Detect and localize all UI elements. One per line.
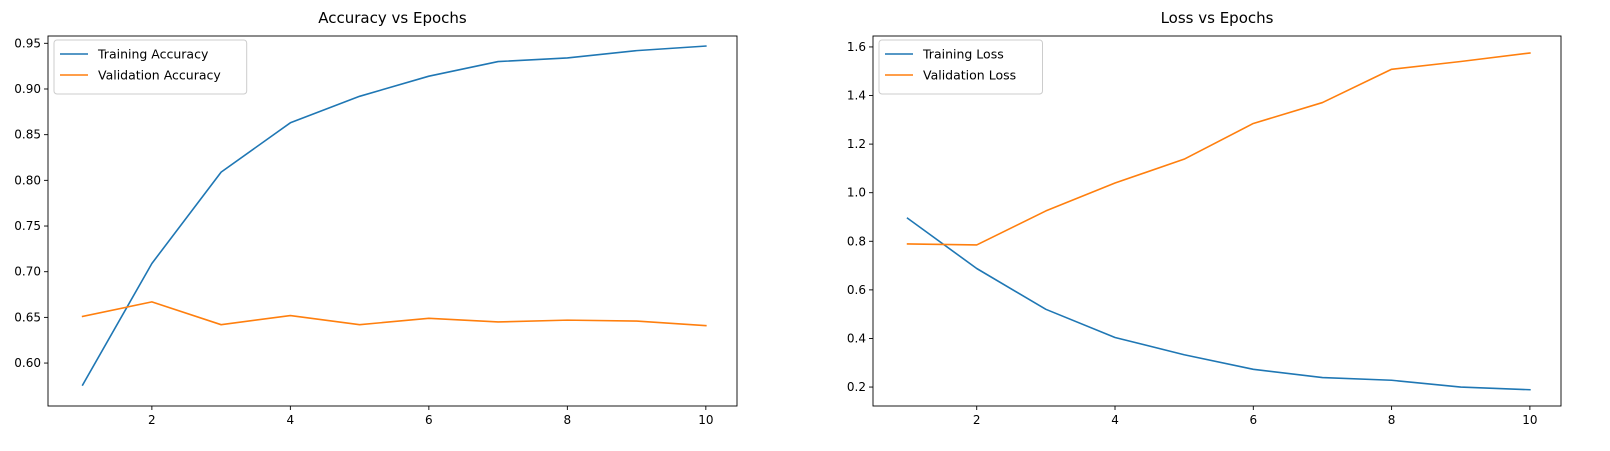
y-tick-label: 0.60 [14, 356, 41, 370]
legend-box [53, 39, 248, 95]
x-tick-label: 2 [148, 413, 156, 427]
plot-frame [47, 35, 738, 407]
y-tick-label: 1.6 [847, 40, 866, 54]
x-tick-label: 10 [1522, 413, 1537, 427]
x-tick-label: 6 [425, 413, 433, 427]
x-tick-label: 6 [1249, 413, 1257, 427]
y-tick-label: 0.65 [14, 310, 41, 324]
x-tick-label: 10 [698, 413, 713, 427]
legend-label: Training Accuracy [97, 47, 209, 62]
series-line-training-loss [906, 217, 1531, 391]
x-tick-label: 8 [564, 413, 572, 427]
y-tick-label: 1.0 [847, 186, 866, 200]
y-tick-label: 0.2 [847, 380, 866, 394]
y-tick-label: 0.4 [847, 331, 866, 345]
series-line-training-accuracy [81, 45, 707, 387]
y-tick-label: 0.75 [14, 219, 41, 233]
legend-box [878, 39, 1043, 95]
legend: Training Loss Validation Loss [878, 39, 1043, 95]
y-tick-label: 0.80 [14, 173, 41, 187]
y-tick-label: 0.8 [847, 234, 866, 248]
x-tick-label: 4 [287, 413, 295, 427]
y-tick-label: 1.4 [847, 89, 866, 103]
y-tick-label: 0.6 [847, 283, 866, 297]
y-tick-label: 1.2 [847, 137, 866, 151]
chart-title: Accuracy vs Epochs [318, 9, 467, 27]
legend: Training Accuracy Validation Accuracy [53, 39, 248, 95]
series-line-validation-accuracy [81, 301, 707, 327]
legend-label: Validation Accuracy [98, 68, 221, 83]
y-tick-label: 0.85 [14, 128, 41, 142]
y-tick-label: 0.90 [14, 82, 41, 96]
y-tick-label: 0.70 [14, 265, 41, 279]
chart-2: Loss vs Epochs 2 4 6 8 10 0.2 0.4 0.6 0.8 1.0 1.2 1.… [847, 9, 1562, 427]
x-tick-label: 2 [973, 413, 981, 427]
x-tick-label: 8 [1388, 413, 1396, 427]
legend-label: Validation Loss [923, 68, 1016, 83]
x-tick-label: 4 [1111, 413, 1119, 427]
legend-label: Training Loss [922, 47, 1004, 62]
plot-frame [872, 35, 1562, 407]
chart-title: Loss vs Epochs [1161, 9, 1274, 27]
y-tick-label: 0.95 [14, 36, 41, 50]
chart-1: Accuracy vs Epochs 2 4 6 8 10 0.60 0.65 0.70 0.75… [14, 9, 738, 427]
series-line-validation-loss [906, 52, 1531, 246]
